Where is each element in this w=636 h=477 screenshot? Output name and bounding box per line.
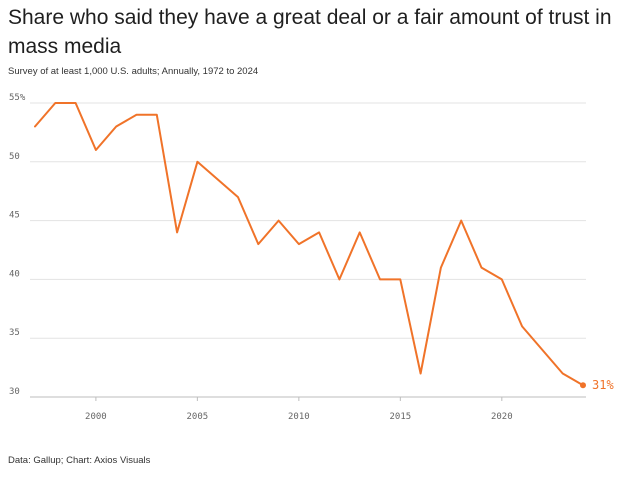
y-tick-label-30: 30: [9, 387, 20, 397]
x-tick-labels: 2000 2005 2010 2015 2020: [85, 397, 513, 422]
x-tick-label-2000: 2000: [85, 412, 107, 422]
y-tick-label-35: 35: [9, 328, 20, 338]
data-series: [34, 102, 586, 389]
y-gridlines: [30, 102, 586, 398]
y-tick-label-45: 45: [9, 211, 20, 221]
x-tick-label-2005: 2005: [187, 412, 209, 422]
y-tick-labels: 30 35 40 45 50 55%: [9, 93, 26, 397]
chart-title: Share who said they have a great deal or…: [8, 6, 612, 58]
source-note: Data: Gallup; Chart: Axios Visuals: [8, 455, 151, 466]
y-tick-label-40: 40: [9, 269, 20, 279]
last-value-label: 31%: [592, 378, 614, 392]
x-tick-label-2015: 2015: [389, 412, 411, 422]
x-tick-label-2010: 2010: [288, 412, 310, 422]
last-point-marker: [580, 382, 586, 389]
chart-subtitle: Survey of at least 1,000 U.S. adults; An…: [8, 66, 259, 77]
y-tick-label-50: 50: [9, 152, 20, 162]
trust-series-line: [34, 102, 584, 387]
x-tick-label-2020: 2020: [491, 412, 513, 422]
y-tick-label-55: 55%: [9, 93, 26, 103]
line-chart: 30 35 40 45 50 55% 2000 2005 2010 2015 2020 31%: [9, 93, 614, 422]
